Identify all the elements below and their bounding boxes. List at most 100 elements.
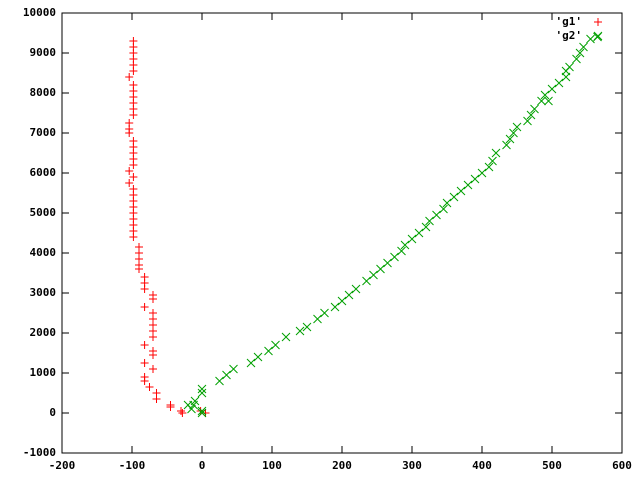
point bbox=[432, 210, 441, 220]
x-tick-label: 100 bbox=[262, 459, 282, 472]
point bbox=[477, 168, 487, 178]
point bbox=[140, 359, 149, 367]
point bbox=[178, 409, 187, 417]
point bbox=[152, 395, 161, 403]
point bbox=[397, 246, 406, 256]
point bbox=[344, 290, 354, 300]
point bbox=[337, 296, 347, 306]
point bbox=[129, 233, 138, 241]
point bbox=[145, 383, 154, 391]
point bbox=[575, 48, 585, 58]
x-tick-label: -100 bbox=[119, 459, 146, 472]
point bbox=[376, 264, 385, 274]
point bbox=[456, 186, 466, 196]
x-tick-label: -200 bbox=[49, 459, 76, 472]
point bbox=[383, 258, 392, 268]
point bbox=[129, 67, 138, 75]
point bbox=[442, 198, 452, 208]
point bbox=[530, 104, 539, 114]
y-tick-label: 8000 bbox=[30, 86, 57, 99]
point bbox=[537, 96, 546, 106]
point bbox=[400, 240, 410, 250]
point bbox=[502, 140, 511, 150]
y-tick-label: 0 bbox=[49, 406, 56, 419]
y-tick-label: 1000 bbox=[30, 366, 57, 379]
y-tick-label: 4000 bbox=[30, 246, 57, 259]
point bbox=[369, 270, 378, 280]
point bbox=[140, 303, 149, 311]
point bbox=[125, 167, 134, 175]
point bbox=[509, 128, 518, 138]
point bbox=[463, 180, 473, 190]
legend-label: 'g1' bbox=[556, 15, 583, 28]
point bbox=[197, 408, 207, 418]
point bbox=[295, 326, 305, 336]
point bbox=[149, 365, 157, 373]
point bbox=[125, 73, 134, 81]
point bbox=[264, 346, 273, 356]
point bbox=[140, 285, 149, 293]
point bbox=[414, 228, 424, 238]
point bbox=[125, 129, 134, 137]
y-tick-label: 5000 bbox=[30, 206, 57, 219]
point bbox=[281, 332, 291, 342]
x-tick-label: 0 bbox=[199, 459, 206, 472]
point bbox=[544, 96, 553, 106]
point bbox=[149, 295, 157, 303]
x-tick-label: 500 bbox=[542, 459, 562, 472]
point bbox=[197, 406, 207, 416]
y-tick-label: 9000 bbox=[30, 46, 57, 59]
point bbox=[222, 370, 231, 380]
point bbox=[579, 42, 588, 52]
point bbox=[523, 116, 532, 126]
point bbox=[351, 284, 361, 294]
point bbox=[390, 252, 399, 262]
point bbox=[505, 134, 515, 144]
y-tick-label: 3000 bbox=[30, 286, 57, 299]
x-tick-label: 300 bbox=[402, 459, 422, 472]
point bbox=[302, 322, 312, 332]
point bbox=[125, 179, 134, 187]
point bbox=[488, 156, 497, 166]
y-tick-label: 7000 bbox=[30, 126, 57, 139]
point bbox=[201, 409, 210, 417]
point bbox=[470, 174, 480, 184]
point bbox=[140, 377, 149, 385]
point bbox=[177, 407, 185, 415]
y-tick-label: 2000 bbox=[30, 326, 57, 339]
point bbox=[586, 34, 595, 44]
point bbox=[135, 265, 143, 273]
point bbox=[407, 234, 417, 244]
point bbox=[565, 62, 574, 72]
point bbox=[140, 341, 149, 349]
point bbox=[253, 352, 263, 362]
point bbox=[425, 216, 434, 226]
point bbox=[484, 162, 494, 172]
y-tick-label: -1000 bbox=[23, 446, 56, 459]
point bbox=[572, 54, 581, 64]
point bbox=[149, 351, 157, 359]
point bbox=[554, 78, 564, 88]
point bbox=[215, 376, 224, 386]
y-tick-label: 6000 bbox=[30, 166, 57, 179]
point bbox=[439, 204, 448, 214]
point bbox=[512, 122, 522, 132]
point bbox=[149, 333, 157, 341]
point bbox=[421, 222, 431, 232]
x-tick-label: 400 bbox=[472, 459, 492, 472]
point bbox=[491, 148, 501, 158]
point bbox=[166, 403, 175, 411]
point bbox=[320, 308, 329, 318]
x-tick-label: 600 bbox=[612, 459, 632, 472]
point bbox=[129, 111, 138, 119]
y-tick-label: 10000 bbox=[23, 6, 56, 19]
x-tick-label: 200 bbox=[332, 459, 352, 472]
point bbox=[246, 358, 256, 368]
point bbox=[449, 192, 459, 202]
point bbox=[526, 110, 536, 120]
point bbox=[313, 314, 322, 324]
point bbox=[229, 364, 238, 374]
point bbox=[547, 84, 557, 94]
point bbox=[197, 384, 207, 394]
